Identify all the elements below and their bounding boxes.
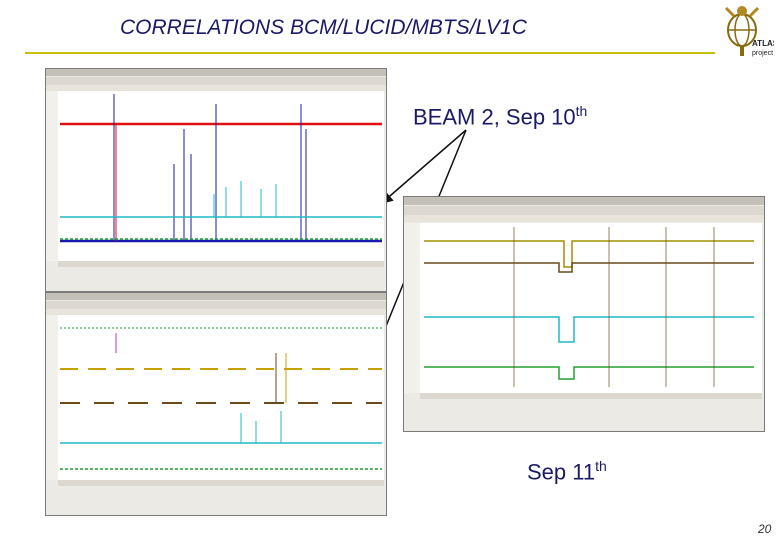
logo-text-project: project	[752, 50, 773, 57]
sep11-label: Sep 11th	[527, 458, 607, 485]
page-number: 20	[758, 522, 772, 536]
plot-window-right[interactable]	[403, 196, 765, 432]
plot-window-bottom[interactable]	[45, 292, 387, 516]
beam-label: BEAM 2, Sep 10th	[413, 103, 588, 130]
status-panel	[46, 487, 386, 515]
status-panel	[404, 400, 764, 431]
plot-area	[420, 223, 762, 393]
window-titlebar[interactable]	[46, 293, 386, 300]
plot-window-top[interactable]	[45, 68, 387, 292]
window-titlebar[interactable]	[46, 69, 386, 76]
window-titlebar[interactable]	[404, 197, 764, 205]
status-panel	[46, 268, 386, 291]
arrow-to-top-window	[380, 129, 467, 204]
atlas-logo-icon: ATLAS project	[724, 6, 774, 57]
logo-text-atlas: ATLAS	[752, 39, 774, 48]
window-toolbar[interactable]	[46, 301, 386, 309]
title-underline	[25, 52, 715, 54]
window-toolbar[interactable]	[46, 77, 386, 85]
plot-area	[58, 315, 384, 480]
slide-title: CORRELATIONS BCM/LUCID/MBTS/LV1C	[120, 16, 527, 39]
plot-area	[58, 91, 384, 261]
window-toolbar[interactable]	[404, 206, 764, 215]
